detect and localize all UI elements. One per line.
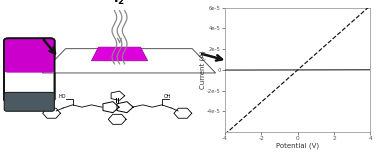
Polygon shape: [42, 49, 215, 73]
Text: OH: OH: [164, 94, 172, 99]
Y-axis label: Current (A): Current (A): [199, 51, 206, 89]
FancyBboxPatch shape: [4, 38, 54, 102]
FancyBboxPatch shape: [4, 92, 54, 111]
FancyBboxPatch shape: [4, 38, 54, 73]
X-axis label: Potential (V): Potential (V): [276, 143, 319, 149]
Text: $\mathbf{I_2}$: $\mathbf{I_2}$: [113, 0, 125, 7]
Polygon shape: [91, 47, 148, 61]
Text: HO: HO: [59, 94, 66, 99]
Bar: [9, 42, 49, 70]
